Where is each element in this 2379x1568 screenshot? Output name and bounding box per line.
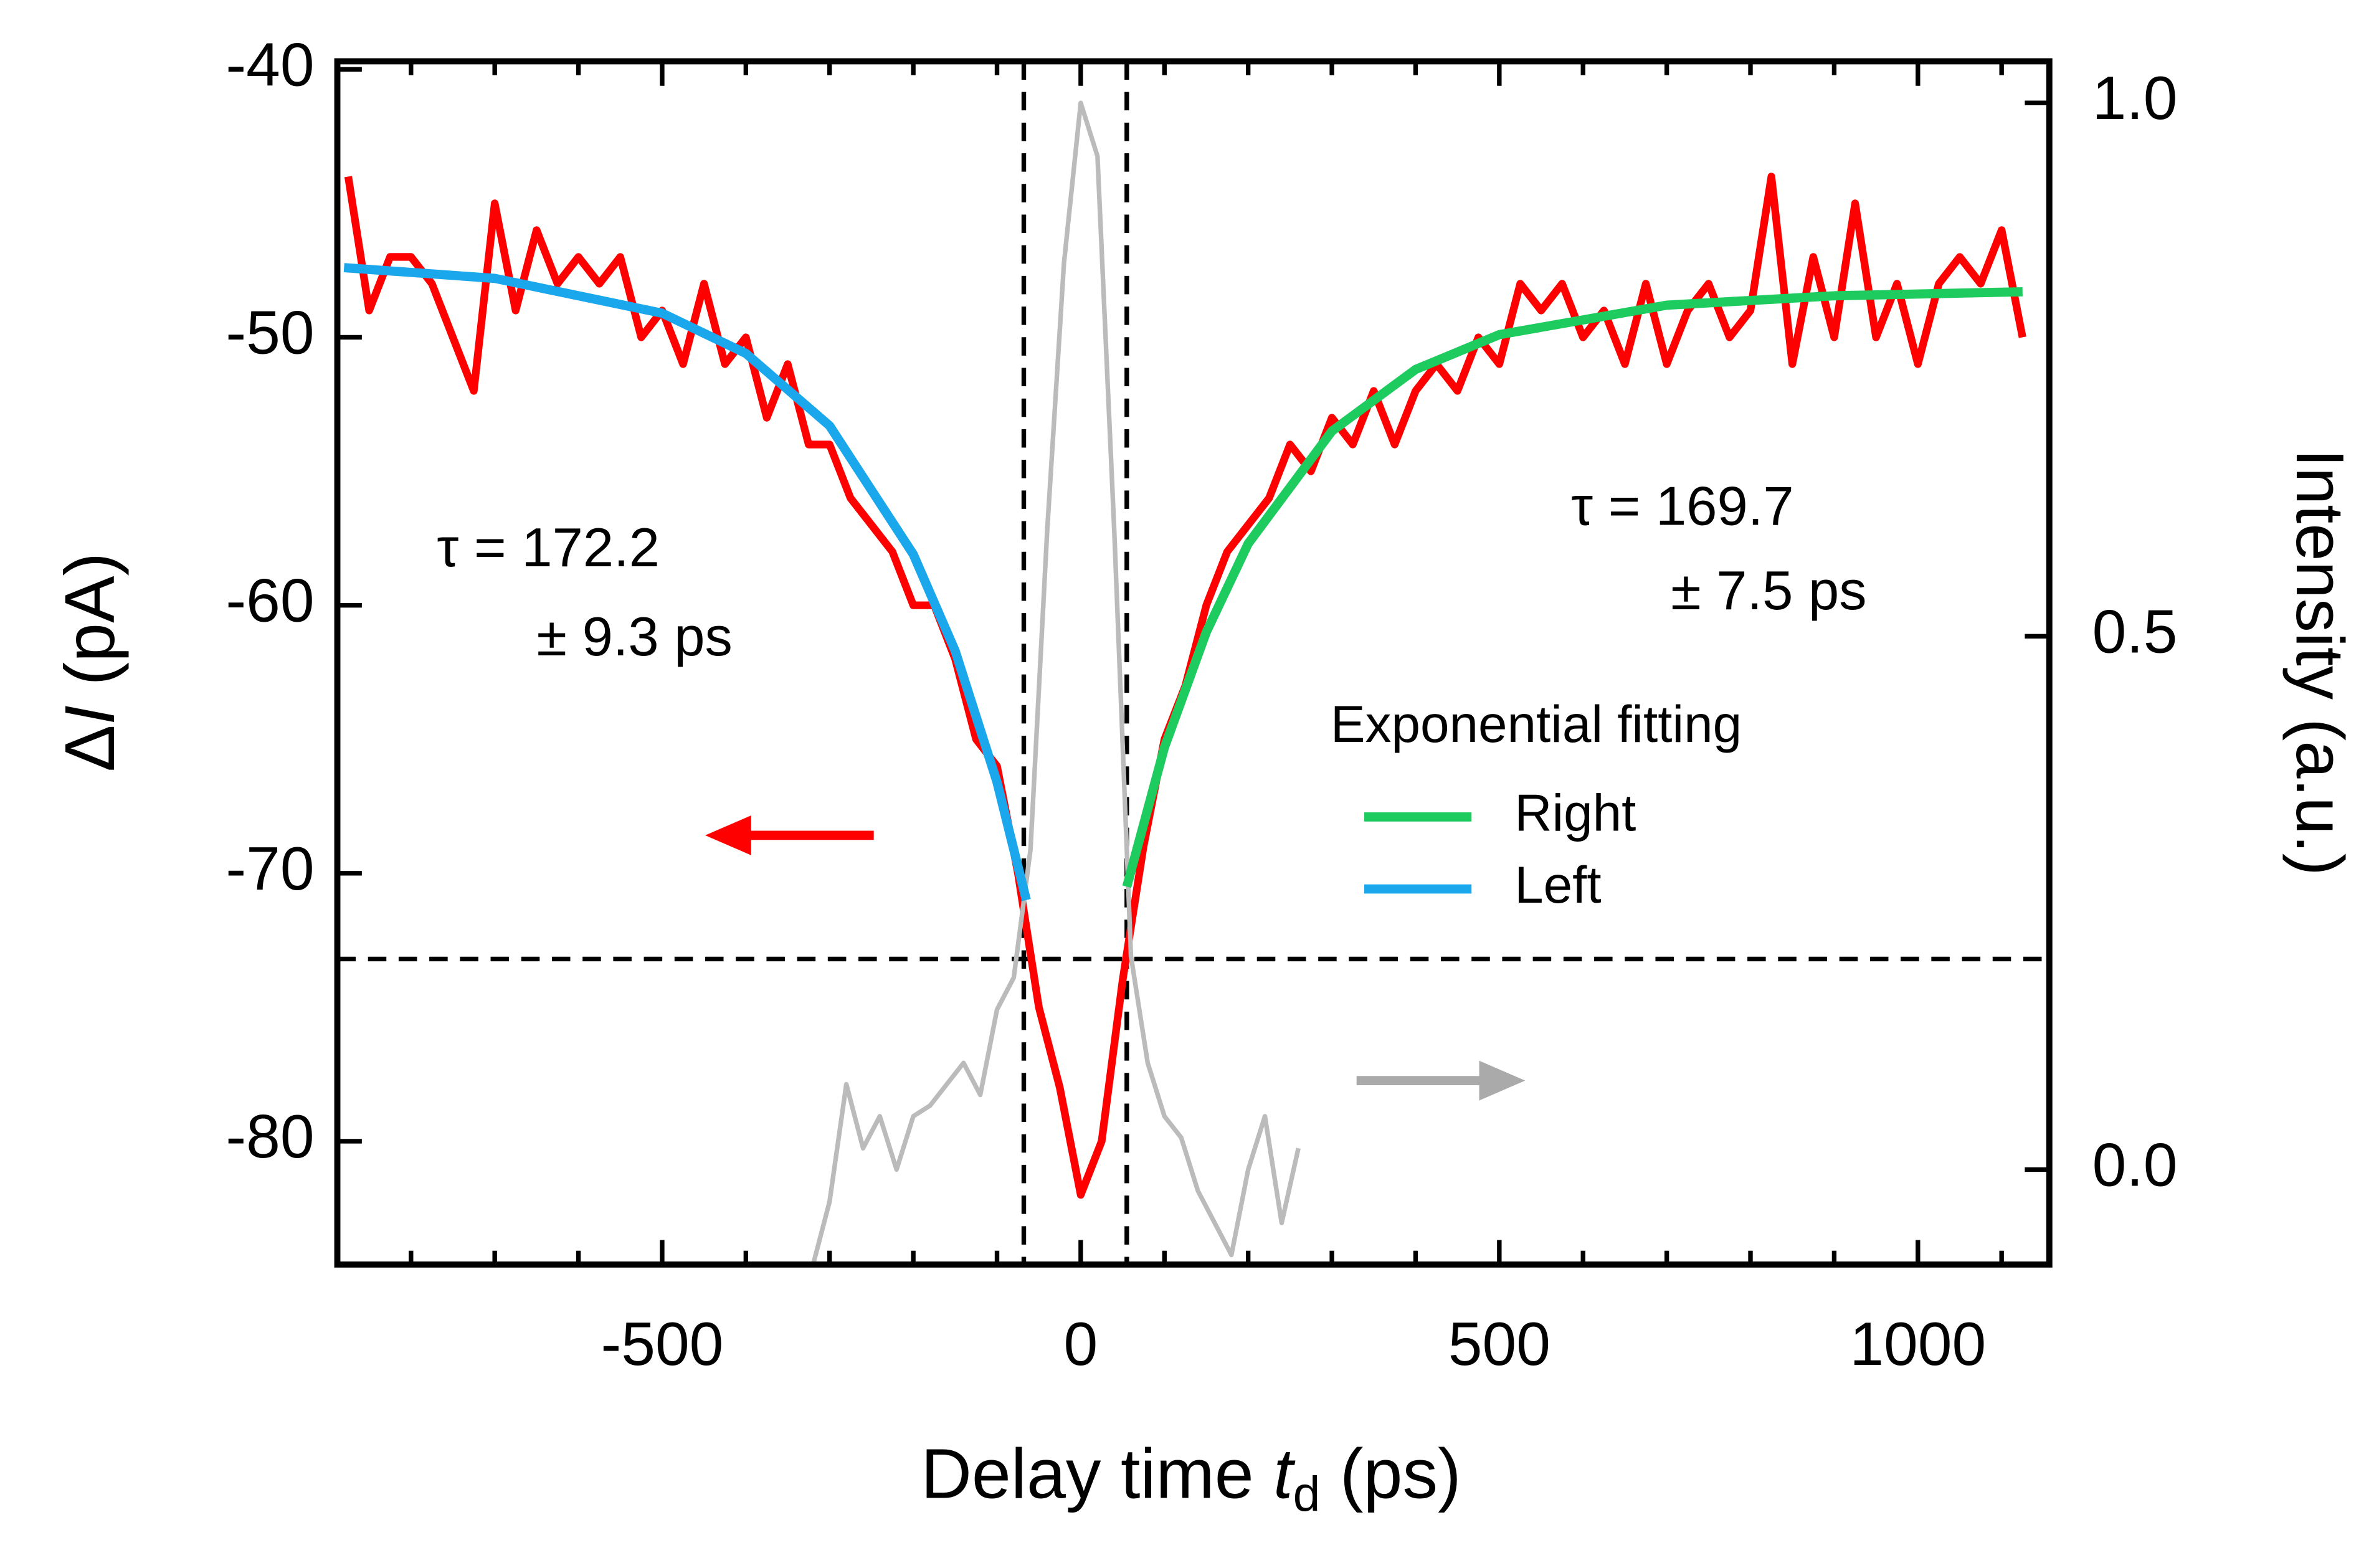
y-tick-label: -60 [226, 566, 314, 635]
legend-label: Left [1514, 855, 1602, 914]
data-line [1122, 287, 2023, 888]
x-axis-label-part: t [1273, 1434, 1296, 1513]
y-tick-label: -50 [226, 298, 314, 366]
left-arrow-head [705, 815, 751, 855]
y-axis-label-part: (pA) [50, 553, 129, 705]
legend-title: Exponential fitting [1331, 695, 1742, 753]
y-tick-label: -70 [226, 834, 314, 903]
x-tick-label: 1000 [1850, 1309, 1986, 1378]
right-arrow-head [1479, 1060, 1526, 1101]
plot-frame [334, 58, 2053, 1268]
x-axis-label-part: (ps) [1320, 1434, 1461, 1513]
x-tick-label: 0 [1064, 1309, 1098, 1378]
y2-tick-label: 1.0 [2092, 64, 2178, 132]
x-axis-label: Delay time td (ps) [921, 1434, 1461, 1521]
x-axis-label-part: d [1293, 1466, 1321, 1521]
y-tick-label: -40 [226, 30, 314, 98]
x-tick-label: 500 [1448, 1309, 1550, 1378]
y2-tick-label: 0.0 [2092, 1130, 2178, 1199]
annotation: τ = 169.7 [1571, 475, 1794, 537]
data-line [343, 263, 1031, 901]
x-axis-label-part: Delay time [921, 1434, 1273, 1513]
annotation: ± 7.5 ps [1671, 559, 1866, 621]
annotation: ± 9.3 ps [536, 606, 732, 667]
y2-tick-label: 0.5 [2092, 597, 2178, 665]
y2-axis-label: Intensity (a.u.) [2282, 449, 2358, 876]
x-tick-label: -500 [601, 1309, 723, 1378]
y-axis-label-part: I [50, 705, 129, 725]
y-tick-label: -80 [226, 1102, 314, 1171]
legend-label: Right [1514, 783, 1636, 842]
y-axis-label-part: Δ [50, 725, 129, 772]
plot-area [343, 100, 2026, 1265]
annotation: τ = 172.2 [437, 516, 660, 578]
data-line [810, 100, 1301, 1265]
y-axis-label: ΔI (pA) [50, 553, 129, 772]
